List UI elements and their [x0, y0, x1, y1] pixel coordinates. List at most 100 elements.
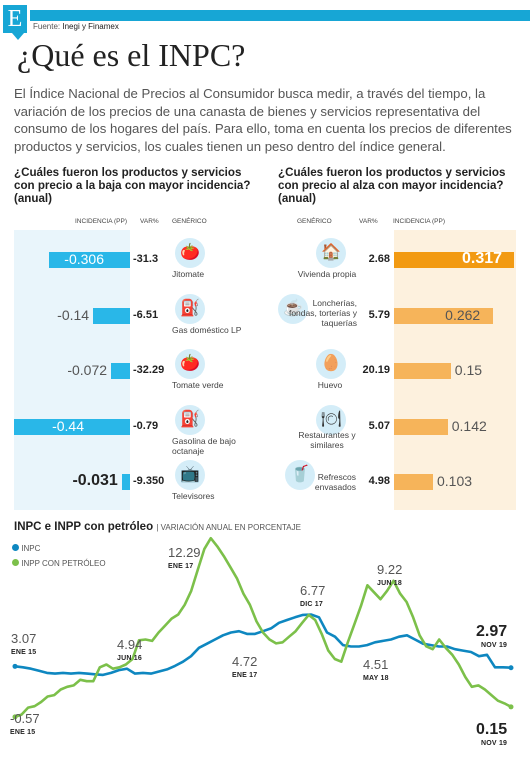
decline-icon-circle: 🍅 — [175, 238, 205, 268]
decline-value-label: -0.031 — [72, 472, 118, 489]
rise-var-header: VAR% — [359, 218, 378, 225]
decline-generic-header: GENÉRICO — [172, 218, 207, 225]
rise-bar — [394, 252, 514, 268]
decline-category-label: Tomate verde — [172, 380, 224, 390]
decline-incidence-header: INCIDENCIA (PP) — [75, 218, 128, 225]
page-title: ¿Qué es el INPC? — [17, 37, 246, 73]
intro-paragraph: El Índice Nacional de Precios al Consumi… — [14, 86, 512, 154]
decline-var-label: -31.3 — [133, 253, 159, 265]
rise-var-label: 4.98 — [368, 475, 390, 487]
line-annotation: 9.22 JUN 18 — [377, 563, 402, 591]
annotation-value: 3.07 — [11, 631, 37, 646]
tomato-icon: 🍅 — [180, 244, 200, 261]
decline-value-label: -0.44 — [52, 418, 84, 434]
decline-icon-circle: 🍅 — [175, 349, 205, 379]
annotation-value: 2.97 — [476, 623, 508, 640]
legend-inpc: INPC — [12, 544, 40, 553]
annotation-value: 4.72 — [232, 654, 258, 669]
decline-bar — [111, 363, 130, 379]
annotation-date: ENE 15 — [10, 729, 36, 736]
decline-var-label: -32.29 — [133, 364, 165, 376]
decline-bar — [93, 308, 130, 324]
annotation-date: ENE 15 — [11, 649, 37, 656]
line-annotation: 4.72 ENE 17 — [232, 655, 257, 683]
line-chart-title-text: INPC e INPP con petróleo — [14, 521, 154, 533]
rise-category-label: Huevo — [317, 380, 343, 390]
decline-lane — [14, 230, 130, 510]
inpp-end-dot — [508, 704, 514, 710]
annotation-value: 0.15 — [476, 721, 508, 738]
decline-value-label: -0.306 — [64, 251, 104, 267]
rise-value-label: 0.142 — [451, 418, 487, 434]
rise-icon-circle: 🍽 — [316, 405, 346, 435]
decline-var-header: VAR% — [140, 218, 159, 225]
inpc-end-dot — [508, 665, 514, 671]
rise-icon-circle: 🥚 — [316, 349, 346, 379]
rise-generic-header: GENÉRICO — [297, 218, 332, 225]
coffee-cup-icon: ☕ — [283, 300, 303, 317]
house-icon: 🏠 — [321, 244, 341, 261]
line-chart-title: INPC e INPP con petróleo | VARIACIÓN ANU… — [14, 521, 301, 533]
rise-category-label: Refrescos envasados — [314, 472, 356, 492]
inpp-line — [14, 536, 512, 719]
decline-value-label: -0.14 — [57, 307, 90, 323]
rise-value-label: 0.262 — [445, 307, 481, 323]
line-annotation: -0.57 ENE 15 — [10, 712, 40, 740]
line-annotation: 0.15 NOV 19 — [476, 721, 508, 751]
rise-var-label: 5.79 — [368, 309, 390, 321]
line-annotation: 12.29 ENE 17 — [168, 546, 201, 574]
legend-inpc-swatch — [12, 544, 19, 551]
legend-inpc-label: INPC — [21, 544, 41, 553]
legend-inpp-label: INPP CON PETRÓLEO — [21, 559, 106, 568]
decline-icon-circle: 📺 — [175, 460, 205, 490]
rise-var-label: 20.19 — [362, 364, 390, 376]
annotation-date: ENE 17 — [168, 563, 194, 570]
rise-bar — [394, 308, 494, 324]
annotation-date: ENE 17 — [232, 672, 258, 679]
annotation-date: NOV 19 — [481, 740, 508, 747]
rise-value-label: 0.103 — [436, 473, 473, 489]
annotation-date: MAY 18 — [363, 675, 389, 682]
rise-value-label: 0.317 — [462, 250, 503, 267]
inpc-start-dot — [12, 663, 18, 669]
rise-bar — [394, 363, 451, 379]
annotation-value: 4.94 — [117, 637, 143, 652]
annotation-date: JUN 16 — [117, 655, 142, 662]
rise-incidence-header: INCIDENCIA (PP) — [393, 218, 446, 225]
decline-bar — [121, 474, 130, 490]
rise-category-label: Restaurantes y similares — [298, 430, 356, 450]
line-annotation: 2.97 NOV 19 — [476, 623, 508, 653]
annotation-value: 4.51 — [363, 657, 389, 672]
decline-bar — [49, 252, 130, 268]
source-label: Fuente: — [33, 22, 61, 31]
annotation-date: JUN 18 — [377, 580, 402, 587]
inpp-start-dot — [12, 714, 18, 720]
line-annotation: 3.07 ENE 15 — [11, 632, 36, 660]
gas-pump-icon: ⛽ — [180, 411, 200, 428]
decline-category-label: Televisores — [172, 491, 215, 501]
soda-can-icon: 🥤 — [290, 466, 310, 483]
brand-logo: E — [3, 5, 27, 33]
source-line: Fuente: Inegi y Finamex — [33, 22, 119, 31]
rise-category-label: Vivienda propia — [297, 269, 357, 279]
annotation-value: 6.77 — [300, 583, 326, 598]
gas-tank-icon: ⛽ — [180, 300, 200, 317]
annotation-value: 12.29 — [168, 545, 201, 560]
line-chart-subtitle-text: VARIACIÓN ANUAL EN PORCENTAJE — [160, 523, 301, 532]
egg-icon: 🥚 — [321, 355, 341, 372]
rise-icon-circle: 🥤 — [285, 460, 315, 490]
rise-chart-title: ¿Cuáles fueron los productos y servicios… — [278, 166, 506, 205]
legend-inpp: INPP CON PETRÓLEO — [12, 559, 106, 568]
annotation-date: NOV 19 — [481, 642, 508, 649]
decline-icon-circle: ⛽ — [175, 405, 205, 435]
annotation-value: -0.57 — [10, 711, 40, 726]
decline-category-label: Gas doméstico LP — [172, 325, 242, 335]
source-value: Inegi y Finamex — [62, 22, 119, 31]
rise-icon-circle: ☕ — [278, 294, 308, 324]
decline-var-label: -0.79 — [133, 420, 159, 432]
decline-var-label: -6.51 — [133, 309, 159, 321]
annotation-value: 9.22 — [377, 562, 403, 577]
decline-bar — [14, 419, 130, 435]
decline-category-label: Jitomate — [172, 269, 205, 279]
